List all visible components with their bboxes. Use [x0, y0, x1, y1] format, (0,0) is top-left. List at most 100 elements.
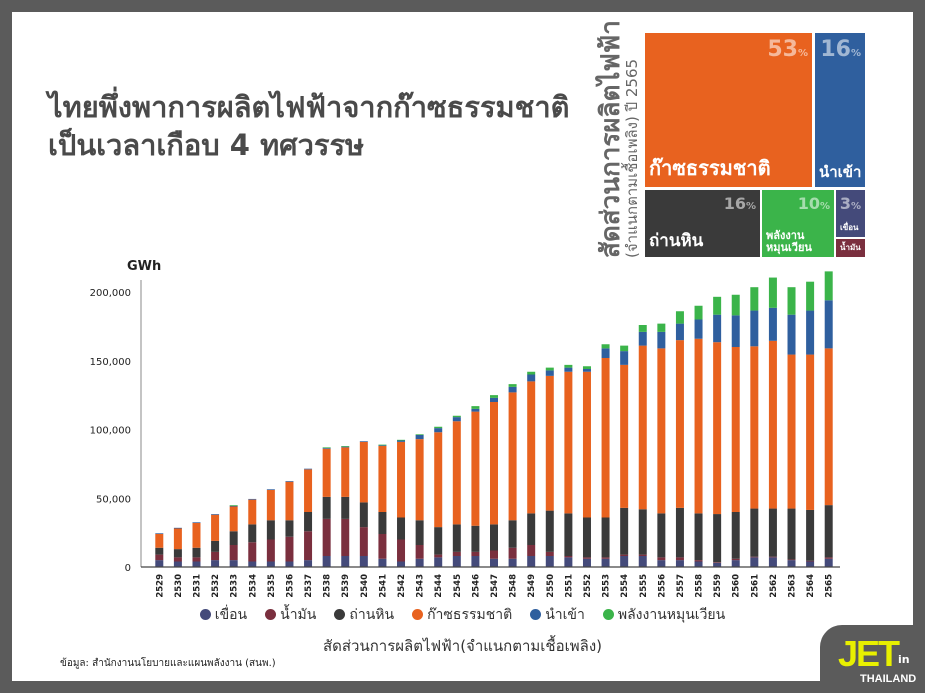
bar-segment — [285, 561, 294, 567]
x-axis-title: สัดส่วนการผลิตไฟฟ้า(จำแนกตามเชื้อเพลิง) — [322, 637, 603, 655]
source-note: ข้อมูล: สำนักงานนโยบายและแผนพลังงาน (สนพ… — [60, 658, 276, 669]
x-tick-label: 2532 — [211, 574, 221, 598]
treemap-label: น้ำมัน — [840, 243, 861, 252]
treemap-percent: 16% — [723, 194, 756, 213]
bar-segment — [787, 559, 796, 561]
x-tick-label: 2550 — [546, 574, 556, 598]
x-tick-label: 2559 — [713, 574, 723, 598]
bar-segment — [601, 348, 610, 358]
treemap-label: ก๊าซธรรมชาติ — [649, 156, 771, 180]
bar-segment — [397, 439, 406, 441]
bar-segment — [582, 558, 591, 567]
treemap-percent: 53% — [767, 37, 808, 62]
bar-segment — [824, 557, 833, 559]
bar-segment — [657, 557, 666, 561]
bar-segment — [248, 542, 257, 562]
bar-segment — [620, 345, 629, 352]
bar-segment — [675, 323, 684, 341]
bar-segment — [266, 489, 275, 490]
bar-segment — [452, 556, 461, 567]
bar-segment — [675, 340, 684, 508]
bar-segment — [713, 562, 722, 563]
x-tick-label: 2560 — [732, 574, 742, 598]
bar-segment — [359, 502, 368, 528]
bar-segment — [582, 366, 591, 369]
y-axis-unit-label: GWh — [127, 259, 161, 274]
treemap-cell: 16% นำเข้า — [815, 33, 865, 187]
bar-segment — [266, 520, 275, 540]
logo-in: in — [898, 653, 910, 666]
bar-segment — [173, 528, 182, 550]
bar-segment — [601, 558, 610, 567]
legend-item: เขื่อน — [199, 607, 247, 623]
x-tick-label: 2564 — [806, 574, 816, 598]
bar-segment — [824, 348, 833, 506]
treemap-cell: 16% ถ่านหิน — [645, 190, 760, 257]
bar-segment — [397, 441, 406, 518]
bar-segment — [638, 509, 647, 555]
x-tick-label: 2531 — [192, 574, 202, 598]
bar-segment — [768, 340, 777, 509]
bar-segment — [359, 556, 368, 567]
bar-segment — [731, 315, 740, 347]
treemap-label: เขื่อน — [840, 223, 859, 232]
bar-segment — [527, 371, 536, 375]
bar-segment — [545, 375, 554, 511]
bar-segment — [545, 551, 554, 556]
treemap-cell: 53% ก๊าซธรรมชาติ — [645, 33, 812, 187]
bar-segment — [397, 561, 406, 567]
bar-segment — [564, 556, 573, 558]
x-tick-label: 2535 — [267, 574, 277, 598]
bar-segment — [564, 364, 573, 368]
bar-segment — [322, 448, 331, 449]
bar-segment — [694, 338, 703, 514]
bar-segment — [341, 447, 350, 497]
treemap-label: ถ่านหิน — [649, 231, 704, 251]
bar-segment — [694, 319, 703, 339]
bar-segment — [638, 345, 647, 510]
bar-segment — [211, 514, 220, 515]
bar-segment — [564, 557, 573, 567]
bar-segment — [750, 310, 759, 347]
bar-segment — [806, 560, 815, 562]
x-tick-label: 2557 — [676, 574, 686, 598]
treemap-cell: 3% เขื่อน — [836, 190, 865, 237]
bar-segment — [434, 432, 443, 528]
x-tick-label: 2548 — [509, 574, 519, 598]
bar-segment — [173, 527, 182, 529]
bar-segment — [359, 441, 368, 442]
bar-segment — [787, 287, 796, 315]
y-tick-label: 0 — [125, 563, 131, 574]
x-tick-label: 2530 — [174, 574, 184, 598]
bar-segment — [508, 547, 517, 559]
bar-segment — [322, 448, 331, 497]
bar-segment — [304, 560, 313, 567]
legend-label: ก๊าซธรรมชาติ — [427, 607, 513, 623]
bar-segment — [620, 507, 629, 555]
bar-segment — [229, 545, 238, 561]
x-tick-label: 2539 — [341, 574, 351, 598]
bar-segment — [806, 281, 815, 311]
logo-thailand: THAILAND — [860, 673, 917, 685]
bar-segment — [620, 351, 629, 365]
bar-segment — [638, 556, 647, 567]
bar-segment — [304, 468, 313, 470]
bar-segment — [824, 558, 833, 567]
bar-segment — [601, 344, 610, 349]
bar-segment — [285, 520, 294, 537]
bar-segment — [415, 545, 424, 559]
bar-segment — [750, 287, 759, 311]
bar-segment — [713, 296, 722, 315]
bar-segment — [824, 271, 833, 301]
bar-segment — [731, 347, 740, 512]
bar-segment — [397, 539, 406, 562]
bar-segment — [731, 512, 740, 559]
bar-segment — [508, 558, 517, 567]
bar-segment — [155, 560, 164, 567]
legend-dot-icon — [602, 609, 614, 620]
page-title: ไทยพึ่งพาการผลิตไฟฟ้าจากก๊าซธรรมชาติ เป็… — [48, 88, 569, 164]
bar-segment — [675, 311, 684, 324]
treemap-label: นำเข้า — [819, 163, 862, 181]
bar-segment — [155, 547, 164, 555]
